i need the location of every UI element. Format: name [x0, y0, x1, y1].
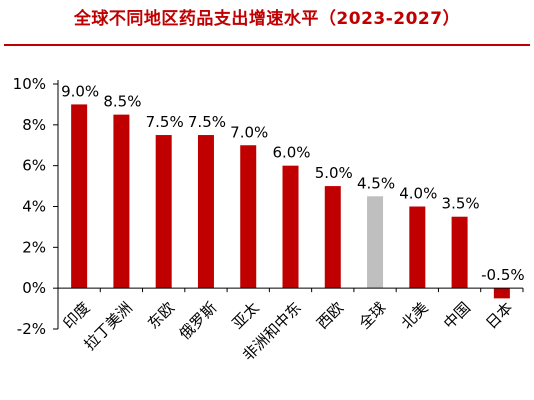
- y-tick-label-6: -2%: [17, 320, 46, 338]
- bar-9: [451, 216, 468, 289]
- data-label-4: 7.0%: [230, 123, 268, 141]
- data-label-0: 9.0%: [61, 82, 99, 100]
- chart-title: 全球不同地区药品支出增速水平（2023-2027）: [73, 8, 460, 29]
- y-tick-label-4: 2%: [22, 238, 46, 256]
- x-tick-label-4: 亚太: [229, 299, 263, 333]
- y-tick-label-5: 0%: [22, 279, 46, 297]
- data-label-2: 7.5%: [146, 113, 184, 131]
- data-label-10: -0.5%: [481, 266, 525, 284]
- bar-6: [324, 186, 341, 289]
- x-tick-label-7: 全球: [355, 299, 389, 333]
- bar-8: [409, 206, 426, 289]
- data-label-5: 6.0%: [272, 144, 310, 162]
- x-tick-label-10: 日本: [482, 299, 516, 333]
- bar-4: [240, 145, 257, 289]
- bar-2: [155, 135, 172, 289]
- x-tick-label-9: 中国: [440, 299, 474, 333]
- data-label-8: 4.0%: [399, 185, 437, 203]
- bar-3: [197, 135, 214, 289]
- x-tick-label-6: 西欧: [313, 299, 347, 333]
- data-label-7: 4.5%: [357, 174, 395, 192]
- data-label-1: 8.5%: [103, 93, 141, 111]
- x-tick-label-0: 印度: [60, 299, 94, 333]
- data-label-3: 7.5%: [188, 113, 226, 131]
- y-tick-label-3: 4%: [22, 198, 46, 216]
- bar-7: [367, 196, 384, 289]
- x-tick-label-8: 北美: [398, 299, 432, 333]
- y-tick-label-0: 10%: [13, 75, 46, 93]
- x-tick-label-2: 东欧: [144, 299, 178, 333]
- bar-1: [113, 114, 130, 289]
- bar-0: [71, 104, 88, 289]
- y-tick-label-1: 8%: [22, 116, 46, 134]
- y-tick-label-2: 6%: [22, 157, 46, 175]
- bar-5: [282, 165, 299, 289]
- data-label-9: 3.5%: [442, 195, 480, 213]
- bar-10: [493, 288, 510, 299]
- data-label-6: 5.0%: [315, 164, 353, 182]
- x-tick-label-3: 俄罗斯: [176, 299, 221, 344]
